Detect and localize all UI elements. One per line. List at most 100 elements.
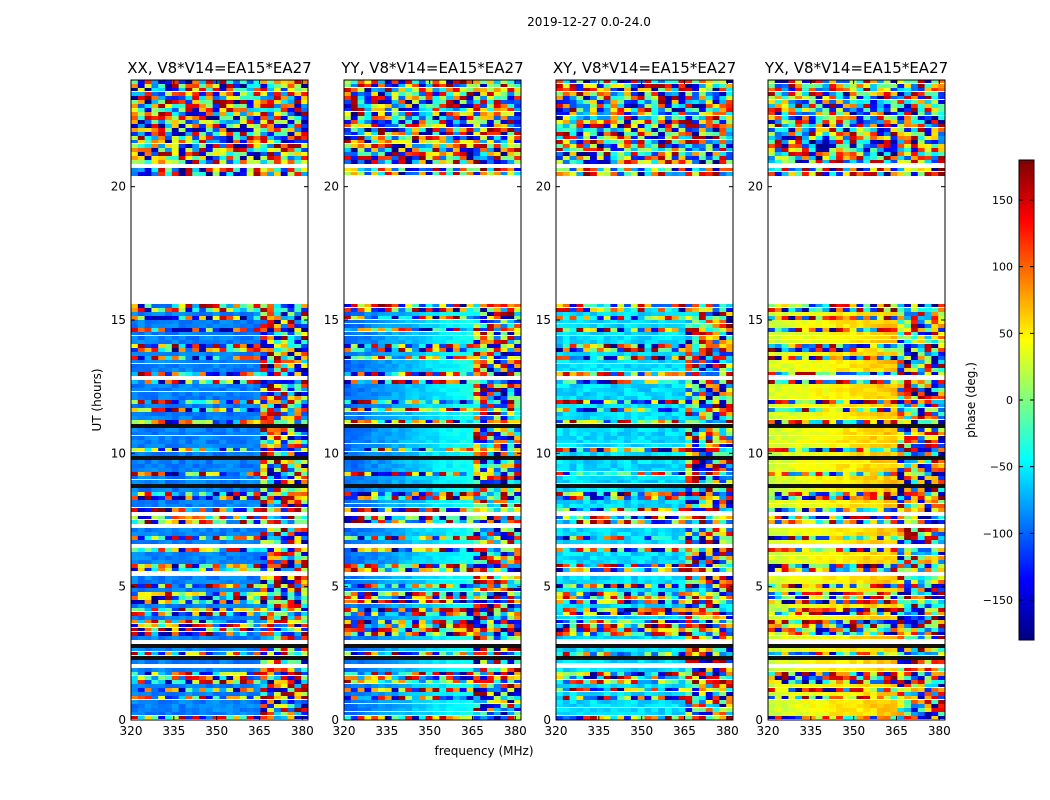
heatmap-cell: [178, 104, 187, 108]
heatmap-cell: [294, 380, 302, 384]
heatmap-cell: [273, 128, 282, 132]
heatmap-cell: [405, 496, 413, 500]
heatmap-cell: [219, 452, 227, 456]
heatmap-cell: [226, 548, 234, 552]
heatmap-cell: [287, 304, 295, 308]
heatmap-cell: [178, 636, 187, 640]
heatmap-cell: [500, 160, 508, 164]
heatmap-cell: [246, 156, 255, 160]
heatmap-cell: [364, 476, 372, 480]
heatmap-cell: [280, 480, 289, 484]
heatmap-cell: [432, 132, 440, 136]
heatmap-cell: [239, 452, 248, 456]
heatmap-cell: [514, 152, 521, 156]
heatmap-cell: [192, 468, 200, 472]
heatmap-cell: [137, 348, 146, 352]
heatmap-cell: [486, 340, 495, 344]
heatmap-cell: [144, 608, 153, 612]
heatmap-cell: [425, 364, 434, 368]
heatmap-cell: [493, 128, 502, 132]
heatmap-cell: [301, 116, 308, 120]
heatmap-cell: [398, 360, 406, 364]
heatmap-cell: [171, 700, 180, 704]
heatmap-cell: [273, 660, 282, 664]
heatmap-cell: [165, 532, 173, 536]
heatmap-cell: [493, 324, 502, 328]
heatmap-cell: [432, 384, 440, 388]
heatmap-cell: [260, 108, 268, 112]
heatmap-cell: [260, 528, 268, 532]
heatmap-cell: [151, 108, 159, 112]
heatmap-cell: [158, 416, 166, 420]
heatmap-cell: [294, 624, 302, 628]
heatmap-cell: [480, 336, 488, 340]
heatmap-cell: [466, 92, 474, 96]
heatmap-cell: [452, 528, 461, 532]
heatmap-cell: [267, 628, 275, 632]
heatmap-cell: [391, 372, 400, 376]
heatmap-cell: [171, 160, 180, 164]
heatmap-cell: [405, 464, 413, 468]
heatmap-cell: [253, 652, 261, 656]
heatmap-cell: [287, 552, 295, 556]
heatmap-cell: [500, 364, 508, 368]
heatmap-cell: [178, 536, 187, 540]
heatmap-cell: [350, 528, 359, 532]
heatmap-cell: [439, 92, 447, 96]
heatmap-cell: [364, 340, 372, 344]
heatmap-cell: [452, 436, 461, 440]
heatmap-cell: [280, 472, 289, 476]
heatmap-cell: [439, 372, 447, 376]
heatmap-cell: [425, 160, 434, 164]
heatmap-cell: [219, 616, 227, 620]
heatmap-cell: [199, 324, 207, 328]
heatmap-cell: [384, 508, 393, 512]
heatmap-cell: [212, 152, 221, 156]
heatmap-cell: [144, 380, 153, 384]
heatmap-cell: [233, 96, 241, 100]
heatmap-cell: [178, 144, 187, 148]
heatmap-cell: [212, 616, 221, 620]
heatmap-cell: [239, 136, 248, 140]
heatmap-cell: [151, 696, 159, 700]
heatmap-cell: [466, 104, 474, 108]
heatmap-cell: [507, 324, 515, 328]
heatmap-cell: [425, 328, 434, 332]
heatmap-cell: [151, 120, 159, 124]
heatmap-cell: [287, 428, 295, 432]
heatmap-cell: [199, 712, 207, 716]
heatmap-cell: [425, 404, 434, 408]
heatmap-cell: [151, 360, 159, 364]
heatmap-cell: [466, 520, 474, 524]
heatmap-cell: [267, 84, 275, 88]
heatmap-cell: [267, 428, 275, 432]
heatmap-cell: [405, 412, 413, 416]
heatmap-cell: [165, 472, 173, 476]
heatmap-cell: [357, 504, 366, 508]
heatmap-cell: [384, 432, 393, 436]
heatmap-cell: [137, 532, 146, 536]
heatmap-cell: [246, 700, 255, 704]
heatmap-cell: [199, 444, 207, 448]
heatmap-cell: [371, 148, 379, 152]
heatmap-cell: [273, 716, 282, 720]
heatmap-cell: [500, 400, 508, 404]
heatmap-cell: [165, 344, 173, 348]
heatmap-cell: [350, 420, 359, 424]
heatmap-cell: [364, 304, 372, 308]
heatmap-cell: [301, 432, 308, 436]
heatmap-cell: [185, 540, 193, 544]
heatmap-cell: [253, 496, 261, 500]
heatmap-cell: [219, 444, 227, 448]
heatmap-cell: [212, 488, 221, 492]
heatmap-cell: [205, 628, 214, 632]
heatmap-cell: [253, 128, 261, 132]
heatmap-cell: [378, 168, 386, 172]
heatmap-cell: [446, 84, 454, 88]
heatmap-cell: [205, 636, 214, 640]
heatmap-cell: [199, 680, 207, 684]
heatmap-cell: [226, 616, 234, 620]
heatmap-cell: [260, 420, 268, 424]
heatmap-cell: [287, 460, 295, 464]
heatmap-cell: [260, 436, 268, 440]
